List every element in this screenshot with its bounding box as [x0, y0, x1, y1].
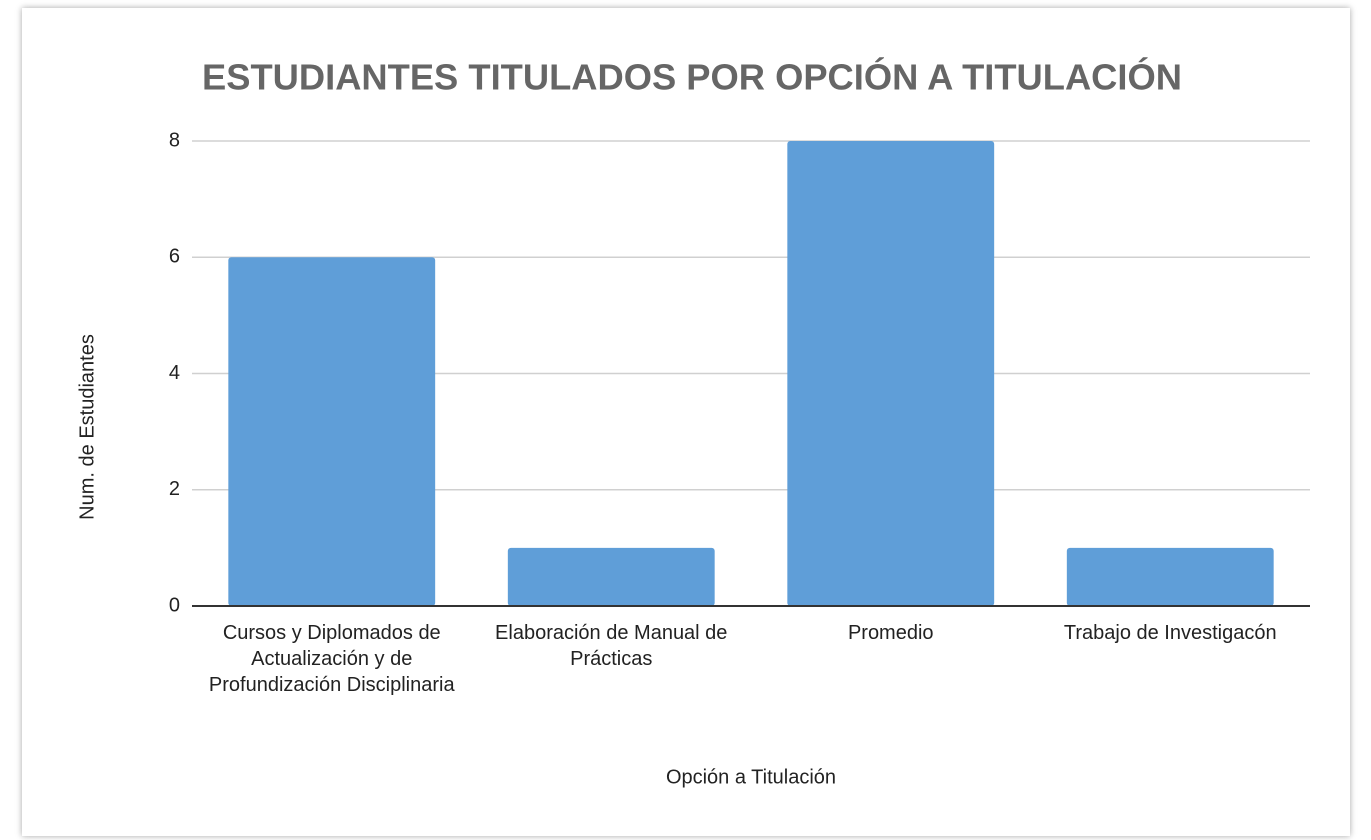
- bar: [507, 547, 715, 606]
- y-tick-label: 4: [169, 362, 180, 384]
- x-tick-label: Elaboración de Manual de Prácticas: [495, 622, 728, 670]
- x-axis-label: Opción a Titulación: [666, 766, 836, 788]
- x-tick-label: Cursos y Diplomados de Actualización y d…: [208, 622, 455, 696]
- x-tick-label: Promedio: [847, 622, 934, 644]
- bar: [787, 141, 995, 606]
- bar: [228, 257, 436, 606]
- chart-title: ESTUDIANTES TITULADOS POR OPCIÓN A TITUL…: [202, 56, 1182, 98]
- bar: [1066, 547, 1274, 606]
- y-axis-label: Num. de Estudiantes: [76, 334, 98, 520]
- x-tick-label: Trabajo de Investigacón: [1063, 622, 1277, 644]
- y-tick-label: 0: [169, 594, 180, 616]
- y-tick-label: 2: [169, 478, 180, 500]
- y-tick-label: 8: [169, 129, 180, 151]
- y-tick-label: 6: [169, 246, 180, 268]
